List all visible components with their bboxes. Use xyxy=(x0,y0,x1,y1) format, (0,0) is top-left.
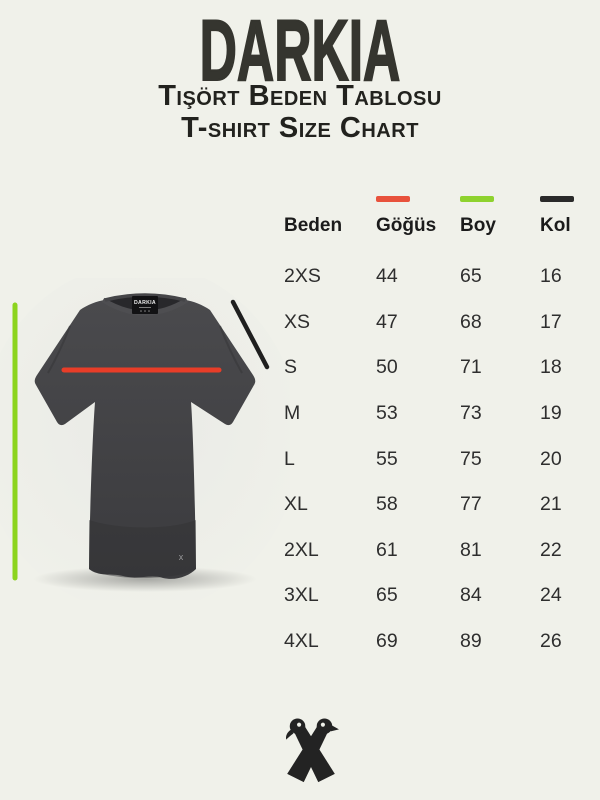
bird-eye-right xyxy=(320,722,325,727)
size-cell: 4XL xyxy=(284,630,319,653)
bird-head-left xyxy=(289,718,306,734)
column-label-beden: Beden xyxy=(284,215,343,236)
column-label-boy: Boy xyxy=(460,215,496,236)
subtitle-english: T-shirt Size Chart xyxy=(181,112,419,144)
sleeve-cell: 18 xyxy=(540,356,562,379)
neck-tag-dot xyxy=(140,310,142,312)
length-cell: 77 xyxy=(460,493,482,516)
sleeve-cell: 24 xyxy=(540,584,562,607)
column-label-gogus: Göğüs xyxy=(376,215,437,236)
length-cell: 65 xyxy=(460,265,482,288)
chest-cell: 69 xyxy=(376,630,398,653)
length-indicator-bar xyxy=(460,196,494,202)
sleeve-cell: 26 xyxy=(540,630,562,653)
darkia-x-logo xyxy=(285,718,339,783)
chest-cell: 61 xyxy=(376,538,398,561)
shirt-hem-shade xyxy=(89,520,196,578)
length-cell: 84 xyxy=(460,584,482,607)
column-label-kol: Kol xyxy=(540,215,571,236)
sleeve-cell: 22 xyxy=(540,538,562,561)
shirt-shadow xyxy=(33,566,257,592)
chest-cell: 58 xyxy=(376,493,398,516)
sleeve-cell: 17 xyxy=(540,310,562,333)
size-chart-table: Beden Göğüs Boy Kol 2XS 44 65 16 XS 47 6… xyxy=(284,186,600,664)
chest-cell: 47 xyxy=(376,310,398,333)
length-cell: 71 xyxy=(460,356,482,379)
column-header-kol: Kol xyxy=(540,186,600,254)
size-cell: 2XS xyxy=(284,265,321,288)
shirt-fold-right xyxy=(219,325,243,374)
collar-top-edge xyxy=(104,293,186,302)
chest-cell: 53 xyxy=(376,402,398,425)
size-cell: S xyxy=(284,356,298,379)
column-header-boy: Boy xyxy=(460,186,540,254)
chest-cell: 44 xyxy=(376,265,398,288)
sleeve-measure-line xyxy=(230,299,270,370)
neck-tag-line xyxy=(139,307,151,308)
sleeve-cell: 20 xyxy=(540,447,562,470)
sleeve-cell: 16 xyxy=(540,265,562,288)
chest-indicator-bar xyxy=(376,196,410,202)
length-cell: 73 xyxy=(460,402,482,425)
size-cell: XL xyxy=(284,493,308,516)
chest-cell: 50 xyxy=(376,356,398,379)
length-cell: 75 xyxy=(460,447,482,470)
length-cell: 89 xyxy=(460,630,482,653)
sleeve-cell: 19 xyxy=(540,402,562,425)
tshirt-photo: DARKIA x xyxy=(0,278,290,600)
bird-beak-right xyxy=(329,724,339,732)
size-cell: XS xyxy=(284,310,311,333)
sleeve-indicator-bar xyxy=(540,196,574,202)
column-header-beden: Beden xyxy=(284,186,376,254)
size-cell: M xyxy=(284,402,301,425)
bird-eye-left xyxy=(297,722,302,727)
size-cell: 3XL xyxy=(284,584,319,607)
chest-cell: 55 xyxy=(376,447,398,470)
bird-beak-left xyxy=(285,729,294,740)
chest-cell: 65 xyxy=(376,584,398,607)
column-header-gogus: Göğüs xyxy=(376,186,460,254)
x-stroke-right xyxy=(287,723,329,783)
hem-x-mark: x xyxy=(179,552,184,562)
length-cell: 68 xyxy=(460,310,482,333)
subtitle-turkish: Tişört Beden Tablosu xyxy=(158,80,442,112)
length-cell: 81 xyxy=(460,538,482,561)
neck-tag xyxy=(132,296,158,314)
neck-tag-dot xyxy=(148,310,150,312)
neck-tag-brand: DARKIA xyxy=(134,300,156,306)
bird-head-right xyxy=(316,718,333,734)
size-cell: 2XL xyxy=(284,538,319,561)
shirt-fold-left xyxy=(47,325,71,374)
neck-tag-dot xyxy=(144,310,146,312)
sleeve-cell: 21 xyxy=(540,493,562,516)
size-cell: L xyxy=(284,447,295,470)
brand-logo-text: DARKIA xyxy=(199,3,401,99)
